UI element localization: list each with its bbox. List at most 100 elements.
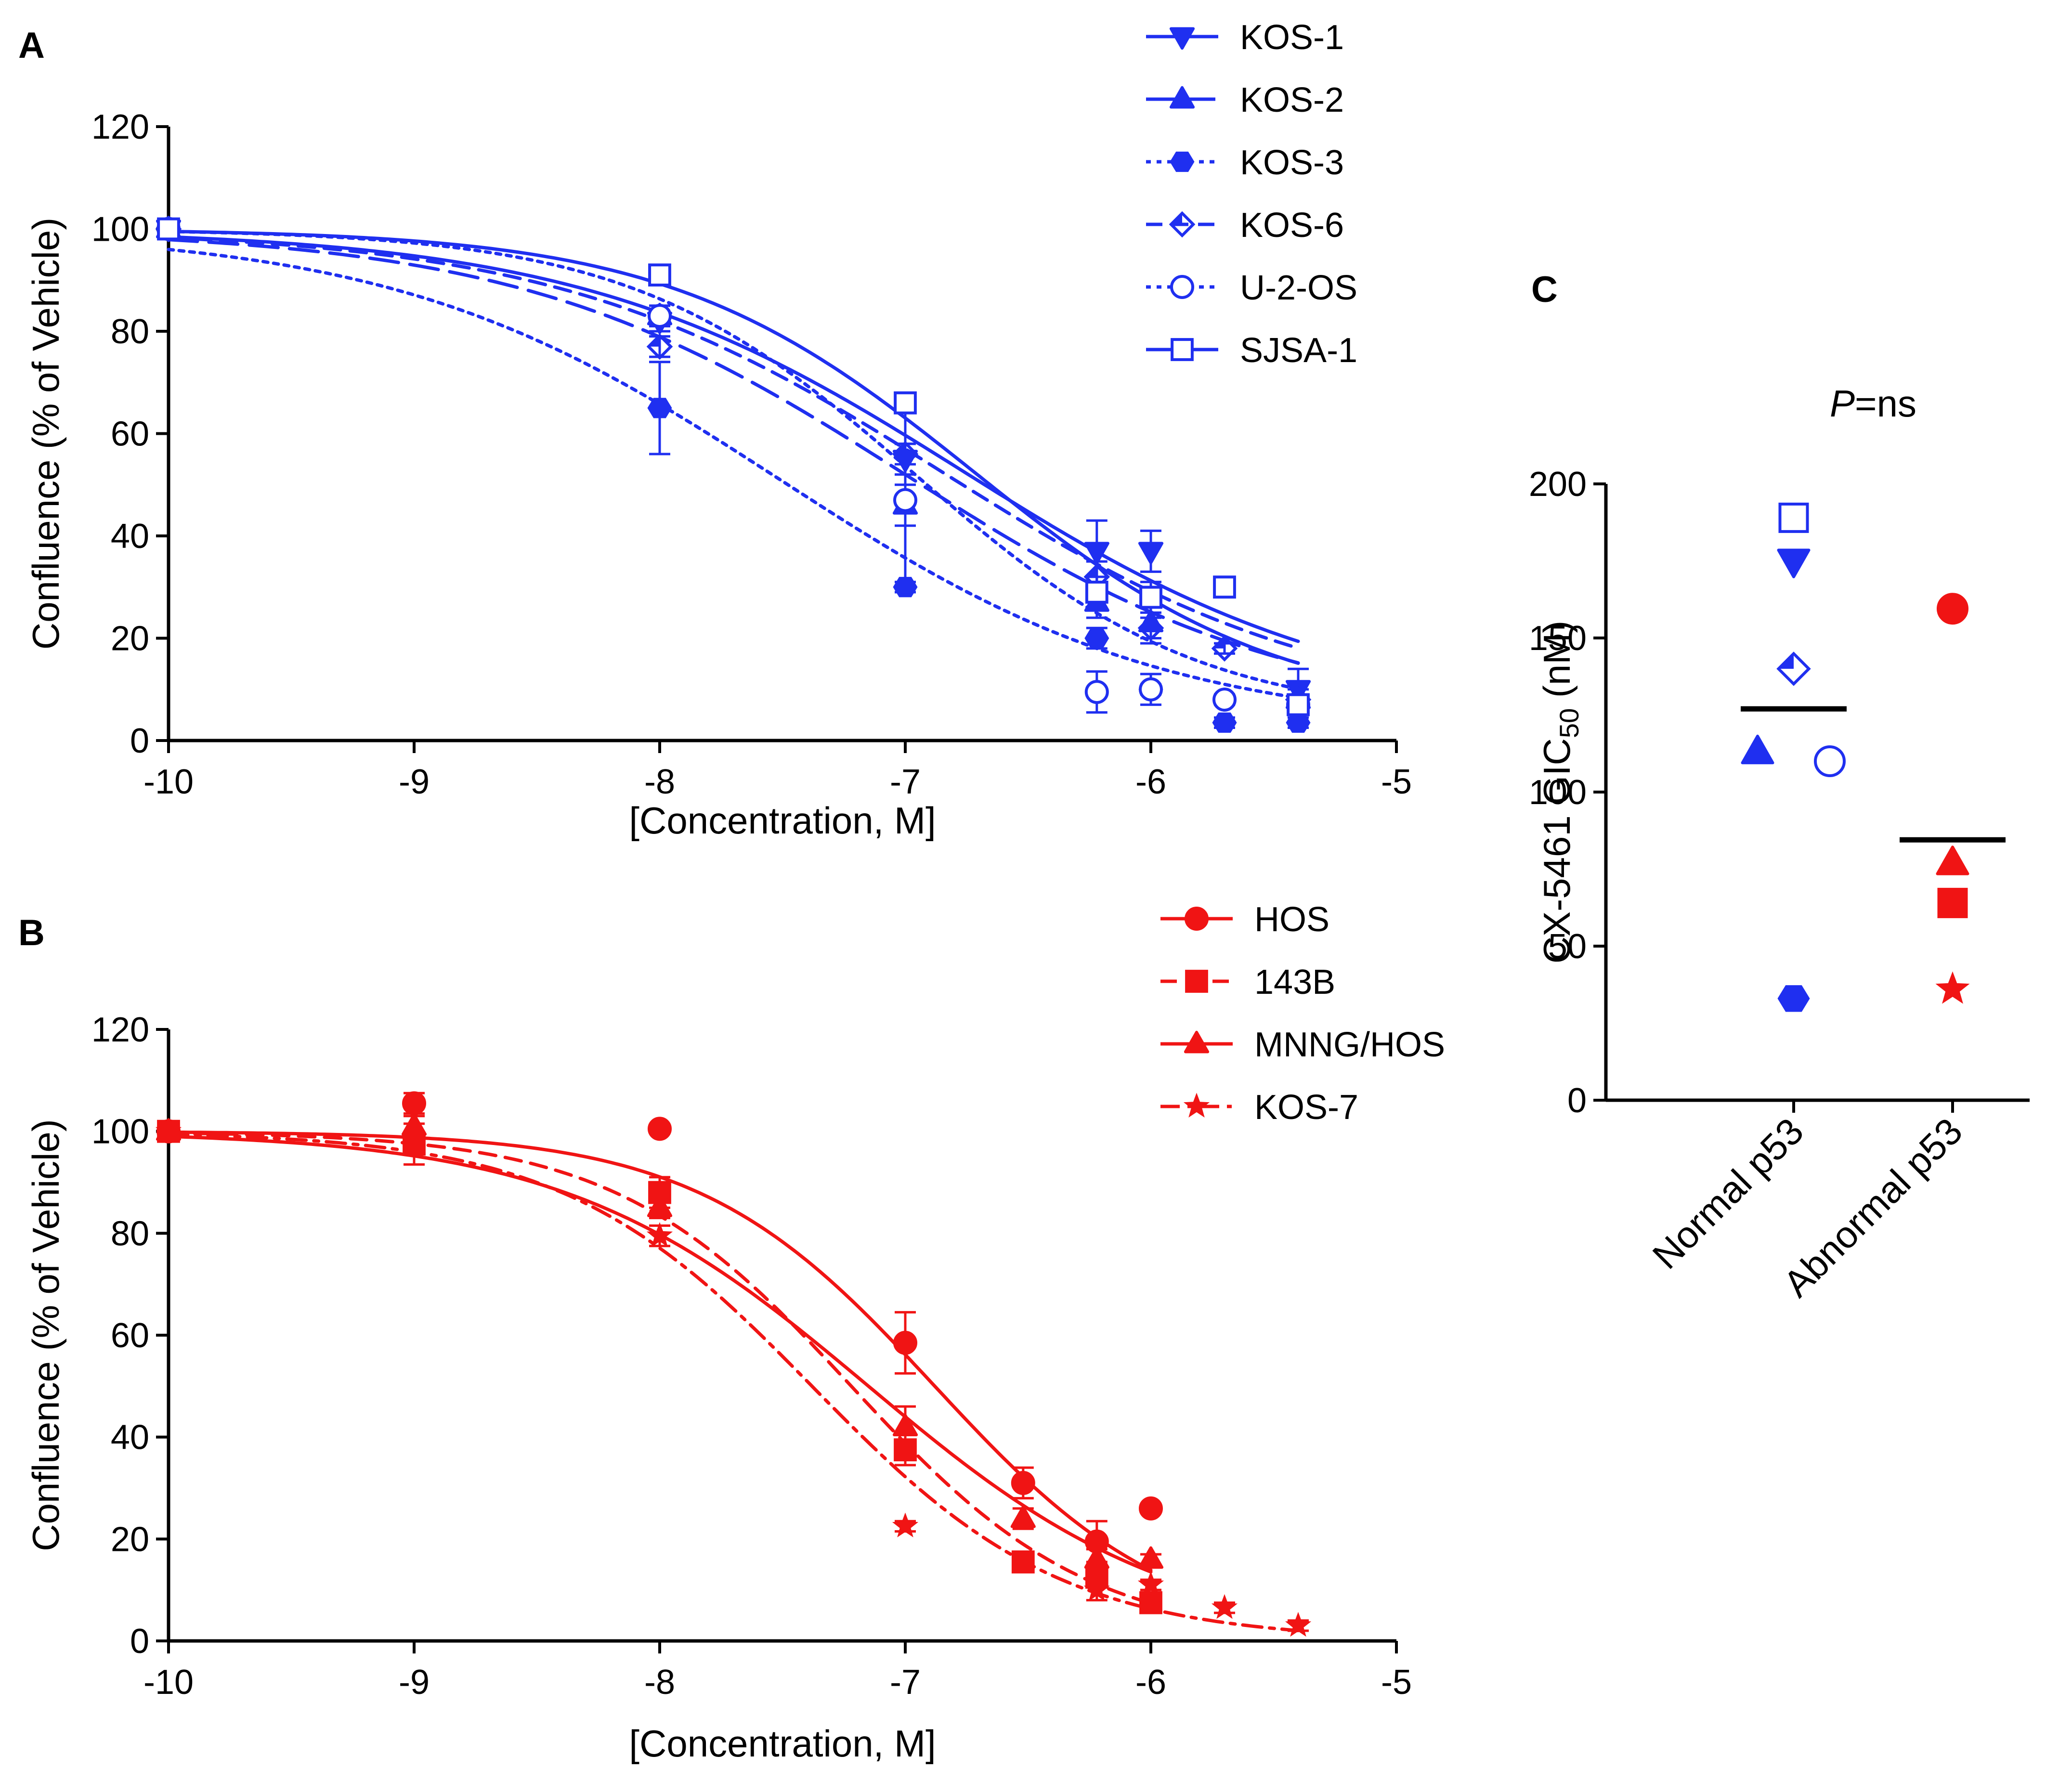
- panel-a-x-tick-label: -9: [399, 763, 430, 801]
- panel-b-legend-label: MNNG/HOS: [1254, 1026, 1445, 1064]
- panel-c-y-axis-title-main: CX-5461 GIC: [1536, 738, 1578, 963]
- panel-a-legend-label: U-2-OS: [1240, 269, 1357, 307]
- panel-c-y-axis-title-unit: (nM): [1536, 621, 1578, 708]
- panel-c-group-normal-p53: [1741, 502, 1847, 1012]
- panel-a-data-point-kos-6: [1211, 635, 1238, 662]
- panel-a-legend-item-kos-2: KOS-2: [1146, 81, 1344, 119]
- panel-a-data-point-kos-6: [646, 333, 673, 360]
- panel-b-y-tick-label: 0: [130, 1622, 149, 1661]
- panel-c-letter: C: [1531, 269, 1558, 310]
- panel-a-legend-item-kos-6: KOS-6: [1146, 206, 1344, 245]
- panel-a-data-point-sjsa-1: [894, 391, 917, 415]
- panel-a-data-point-kos-6-outline: [1137, 614, 1164, 641]
- panel-c-y-tick-label: 0: [1567, 1081, 1587, 1120]
- panel-b-series-kos-7: [155, 1118, 1312, 1637]
- panel-b: B 0 20 40 60 80 100 120 -10 -9 -8 -7 -6 -5 [Concentrat…: [18, 900, 1445, 1765]
- panel-a-data-point-kos-1: [1084, 542, 1109, 565]
- panel-b-y-tick-label: 120: [91, 1011, 149, 1049]
- panel-b-data-point-mnng-hos: [1138, 1546, 1164, 1569]
- panel-a-data-point-kos-3: [647, 398, 672, 418]
- panel-b-letter: B: [18, 912, 45, 953]
- panel-b-data-point-kos-7: [1211, 1594, 1238, 1619]
- panel-b-legend-item-kos-7: KOS-7: [1160, 1088, 1358, 1127]
- panel-a-y-tick-label: 80: [111, 312, 149, 351]
- panel-b-fit-curve-kos-7: [167, 1132, 1300, 1632]
- panel-a-series-kos-3: [156, 219, 1311, 733]
- panel-b-y-tick-label: 40: [111, 1418, 149, 1457]
- panel-c-point-kos-1: [1777, 548, 1811, 578]
- panel-b-x-tick-label: -5: [1381, 1663, 1412, 1702]
- panel-c-y-axis-title: CX-5461 GIC50 (nM): [1536, 621, 1584, 963]
- panel-a-data-point-u-2-os: [1212, 688, 1237, 712]
- panel-c-title: P=ns: [1830, 382, 1916, 425]
- panel-b-legend-marker: [1183, 1093, 1210, 1118]
- panel-b-data-point-143b: [894, 1438, 917, 1462]
- panel-a-legend-label: SJSA-1: [1240, 331, 1357, 370]
- panel-a-y-tick-label: 40: [111, 517, 149, 556]
- panel-a-x-tick-label: -6: [1135, 763, 1166, 801]
- panel-a-legend-item-sjsa-1: SJSA-1: [1146, 331, 1357, 370]
- panel-b-y-axis-title: Confluence (% of Vehicle): [25, 1119, 67, 1551]
- panel-a-x-axis-title: [Concentration, M]: [629, 799, 936, 842]
- panel-a-y-tick-label: 0: [130, 722, 149, 760]
- panel-a-legend-item-kos-3: KOS-3: [1146, 143, 1344, 182]
- panel-b-data-point-kos-7: [892, 1512, 919, 1537]
- panel-a-data-point-sjsa-1: [648, 263, 671, 287]
- panel-c-title-italic: P: [1830, 382, 1855, 425]
- panel-b-x-tick-label: -8: [644, 1663, 675, 1702]
- panel-a-series-sjsa-1: [157, 217, 1310, 716]
- panel-a-fit-curve-sjsa-1: [167, 230, 1300, 665]
- panel-a-legend-item-kos-1: KOS-1: [1146, 18, 1344, 57]
- panel-b-y-tick-label: 80: [111, 1214, 149, 1253]
- panel-a-data-point-sjsa-1: [1085, 580, 1108, 604]
- panel-a-legend-marker: [1169, 86, 1195, 109]
- panel-c-y-tick-label: 50: [1548, 927, 1587, 966]
- panel-b-x-tick-label: -10: [143, 1663, 194, 1702]
- panel-a-series-kos-1: [156, 220, 1311, 711]
- panel-a-legend-label: KOS-2: [1240, 81, 1344, 119]
- panel-c-point-sjsa-1: [1778, 502, 1809, 533]
- panel-b-x-axis-title: [Concentration, M]: [629, 1722, 936, 1765]
- panel-a-data-point-kos-6-outline: [1211, 635, 1238, 662]
- panel-b-data-point-hos: [1011, 1470, 1035, 1495]
- panel-c-point-kos-2: [1741, 734, 1774, 765]
- panel-a-series-u-2-os: [156, 217, 1310, 717]
- panel-b-data-point-mnng-hos: [892, 1414, 918, 1436]
- panel-b-legend-marker: [1184, 1030, 1210, 1054]
- panel-a-y-tick-label: 20: [111, 620, 149, 658]
- panel-a-fit-curve-kos-3: [167, 247, 1300, 700]
- panel-a-fit-curve-u-2-os: [167, 230, 1300, 691]
- panel-b-legend-item-hos: HOS: [1160, 900, 1329, 939]
- panel-c-title-rest: =ns: [1855, 382, 1916, 425]
- panel-b-data-point-mnng-hos: [647, 1195, 673, 1217]
- panel-b-data-point-hos: [402, 1091, 426, 1116]
- panel-c-point-kos-6-outline: [1776, 651, 1811, 686]
- panel-a-fit-curve-kos-2: [167, 238, 1300, 665]
- panel-a-data-point-sjsa-1: [1139, 585, 1162, 609]
- panel-b-data-point-hos: [893, 1330, 917, 1355]
- panel-a-legend-marker: [1170, 275, 1194, 299]
- panel-b-legend-marker: [1185, 907, 1209, 931]
- panel-c-y-tick-label: 150: [1529, 619, 1587, 658]
- panel-c-point-mnng-hos: [1936, 845, 1969, 875]
- panel-b-y-tick-label: 20: [111, 1520, 149, 1559]
- panel-a-data-point-kos-1: [1138, 542, 1164, 565]
- panel-c-y-axis-title-sub: 50: [1554, 708, 1584, 738]
- panel-b-data-point-kos-7: [1137, 1571, 1164, 1596]
- panel-c-point-kos-3: [1777, 985, 1810, 1012]
- panel-a-data-point-sjsa-1: [157, 217, 180, 241]
- panel-a-data-point-sjsa-1: [1213, 575, 1236, 599]
- panel-a-fit-curve-kos-6: [167, 236, 1300, 650]
- panel-b-legend-item-mnng-hos: MNNG/HOS: [1160, 1026, 1445, 1064]
- panel-c-point-kos-6: [1776, 651, 1811, 686]
- panel-a-x-tick-label: -10: [143, 763, 194, 801]
- panel-c-point-143b: [1937, 887, 1968, 918]
- panel-a-data-point-u-2-os: [648, 304, 672, 328]
- panel-b-legend-label: HOS: [1254, 900, 1329, 939]
- panel-b-legend-marker: [1185, 970, 1208, 993]
- panel-b-data-point-mnng-hos: [1010, 1505, 1036, 1528]
- panel-c-group-abnormal-p53: [1900, 593, 2006, 1004]
- panel-a-data-point-kos-6: [1137, 614, 1164, 641]
- panel-b-x-tick-label: -7: [890, 1663, 921, 1702]
- panel-a-data-point-kos-6-outline: [646, 333, 673, 360]
